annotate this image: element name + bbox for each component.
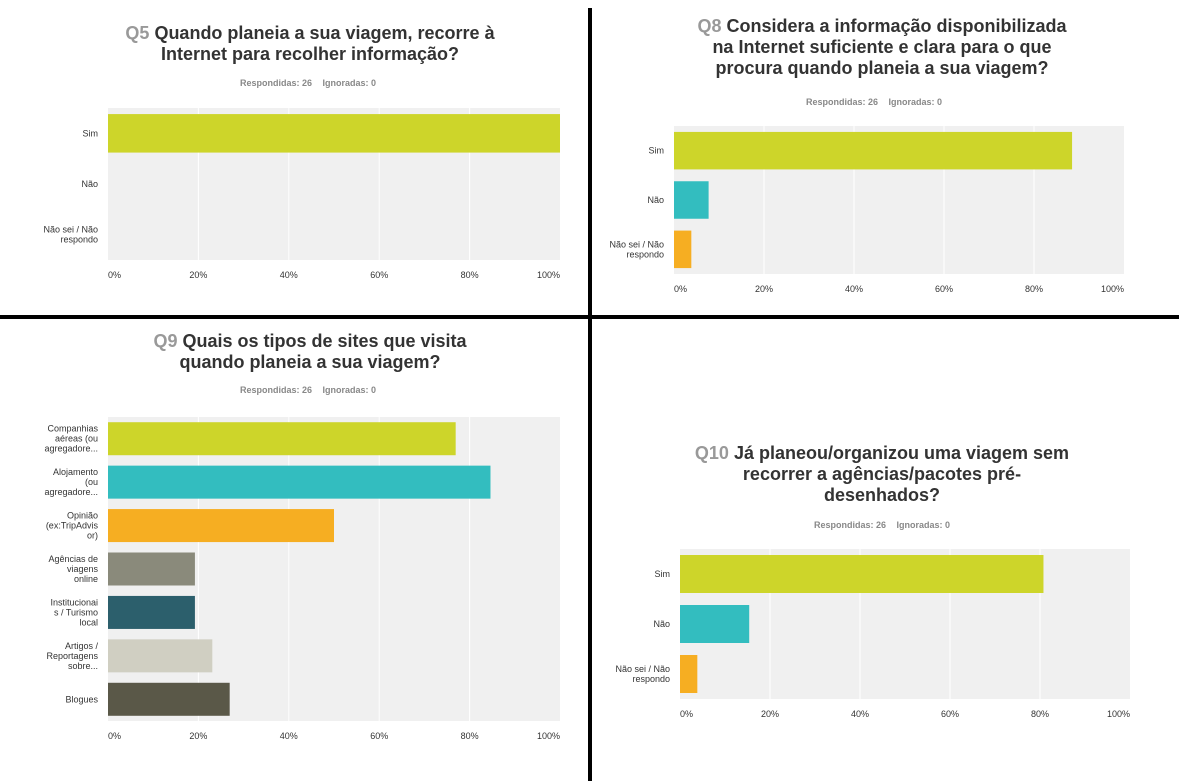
q10-chart: 0% 20% 40% 60% 80% 100% Sim Não Não sei / Não res…: [615, 549, 1130, 719]
q5-x-tick-label: 80%: [461, 270, 479, 280]
q10-x-tick-label: 60%: [941, 709, 959, 719]
q10-x-tick-label: 20%: [761, 709, 779, 719]
q5-category-label: Não: [81, 179, 98, 189]
q8-bar: [674, 230, 692, 269]
q9-x-tick-label: 100%: [537, 731, 560, 741]
q9-x-tick-label: 20%: [189, 731, 207, 741]
q9-bar: [108, 639, 213, 673]
q10-stats: Respondidas: 26 Ignoradas: 0: [692, 520, 1072, 530]
q10-bar: [680, 655, 698, 693]
q9-question: Quais os tipos de sites que visita quand…: [179, 331, 467, 372]
q9-bar: [108, 552, 195, 586]
q10-x-tick-label: 40%: [851, 709, 869, 719]
q10-category-label: Não sei / Não respondo: [615, 664, 670, 684]
q9-bar: [108, 465, 491, 499]
q9-skipped: Ignoradas: 0: [322, 385, 377, 395]
q8-bar: [674, 181, 709, 219]
q9-x-tick-label: 40%: [280, 731, 298, 741]
q10-skipped: Ignoradas: 0: [896, 520, 951, 530]
q10-question: Já planeou/organizou uma viagem sem reco…: [733, 443, 1070, 505]
q8-title: Q8 Considera a informação disponibilizad…: [652, 16, 1112, 79]
q5-number: Q5: [125, 23, 150, 43]
q5-x-tick-label: 60%: [370, 270, 388, 280]
q8-stats: Respondidas: 26 Ignoradas: 0: [684, 97, 1064, 107]
q8-category-label: Não: [647, 195, 664, 205]
q5-category-label: Não sei / Não respondo: [43, 225, 98, 245]
q5-answered: Respondidas: 26: [239, 78, 312, 88]
q8-x-tick-label: 0%: [674, 284, 687, 294]
q9-category-label: Agências de viagens online: [48, 554, 98, 584]
q8-category-label: Não sei / Não respondo: [609, 239, 664, 259]
q10-x-tick-label: 80%: [1031, 709, 1049, 719]
q8-x-tick-label: 80%: [1025, 284, 1043, 294]
q5-category-label: Sim: [83, 128, 99, 138]
q10-bar: [680, 555, 1044, 593]
q10-x-tick-label: 0%: [680, 709, 693, 719]
q8-x-tick-label: 100%: [1101, 284, 1124, 294]
q5-x-tick-label: 20%: [189, 270, 207, 280]
q10-title: Q10 Já planeou/organizou uma viagem sem …: [662, 443, 1102, 506]
q9-title: Q9 Quais os tipos de sites que visita qu…: [90, 331, 530, 373]
q5-stats: Respondidas: 26 Ignoradas: 0: [108, 78, 508, 88]
q9-panel: Q9 Quais os tipos de sites que visita qu…: [0, 319, 588, 781]
q9-category-label: Artigos / Reportagens sobre...: [46, 641, 98, 671]
q9-number: Q9: [153, 331, 178, 351]
q5-skipped: Ignoradas: 0: [322, 78, 377, 88]
q8-chart: 0% 20% 40% 60% 80% 100% Sim Não Não sei / Não res…: [609, 126, 1124, 294]
q9-bar: [108, 682, 230, 716]
q5-panel: Q5 Quando planeia a sua viagem, recorre …: [0, 0, 588, 315]
q8-number: Q8: [697, 16, 722, 36]
horizontal-divider: [0, 315, 1179, 319]
q9-answered: Respondidas: 26: [239, 385, 312, 395]
q9-chart: 0% 20% 40% 60% 80% 100% Companhias aéreas (ou ag…: [44, 417, 560, 741]
q8-x-tick-label: 40%: [845, 284, 863, 294]
q9-bar: [108, 595, 195, 629]
q9-category-label: Companhias aéreas (ou agregadore...: [44, 424, 98, 454]
q8-question: Considera a informação disponibilizada n…: [712, 16, 1067, 78]
q5-question: Quando planeia a sua viagem, recorre à I…: [154, 23, 495, 64]
q10-x-tick-label: 100%: [1107, 709, 1130, 719]
q9-category-label: Blogues: [65, 694, 98, 704]
q9-x-tick-label: 60%: [370, 731, 388, 741]
q9-stats: Respondidas: 26 Ignoradas: 0: [108, 385, 508, 395]
q9-bar: [108, 509, 334, 543]
q9-category-label: Institucionai s / Turismo local: [50, 597, 98, 627]
q8-bar: [674, 131, 1073, 170]
q5-chart: 0% 20% 40% 60% 80% 100% Sim Não Não sei / Não res…: [43, 108, 560, 280]
q9-bar: [108, 422, 456, 456]
q9-category-label: Alojamento (ou agregadore...: [44, 467, 98, 497]
q8-skipped: Ignoradas: 0: [888, 97, 943, 107]
q10-answered: Respondidas: 26: [813, 520, 886, 530]
q10-number: Q10: [694, 443, 729, 463]
q8-x-tick-label: 20%: [755, 284, 773, 294]
q8-x-tick-label: 60%: [935, 284, 953, 294]
q9-x-tick-label: 0%: [108, 731, 121, 741]
vertical-divider: [588, 8, 592, 781]
q8-answered: Respondidas: 26: [805, 97, 878, 107]
q10-panel: Q10 Já planeou/organizou uma viagem sem …: [592, 319, 1179, 781]
q8-category-label: Sim: [649, 146, 665, 156]
q5-bar: [108, 114, 560, 153]
q9-category-label: Opinião (ex:TripAdvis or): [46, 511, 99, 541]
q9-x-tick-label: 80%: [461, 731, 479, 741]
q5-x-tick-label: 40%: [280, 270, 298, 280]
q8-panel: Q8 Considera a informação disponibilizad…: [592, 0, 1179, 315]
q10-category-label: Não: [653, 619, 670, 629]
q5-x-tick-label: 0%: [108, 270, 121, 280]
q10-category-label: Sim: [655, 569, 671, 579]
q10-bar: [680, 605, 750, 643]
q5-x-tick-label: 100%: [537, 270, 560, 280]
q5-title: Q5 Quando planeia a sua viagem, recorre …: [90, 23, 530, 65]
